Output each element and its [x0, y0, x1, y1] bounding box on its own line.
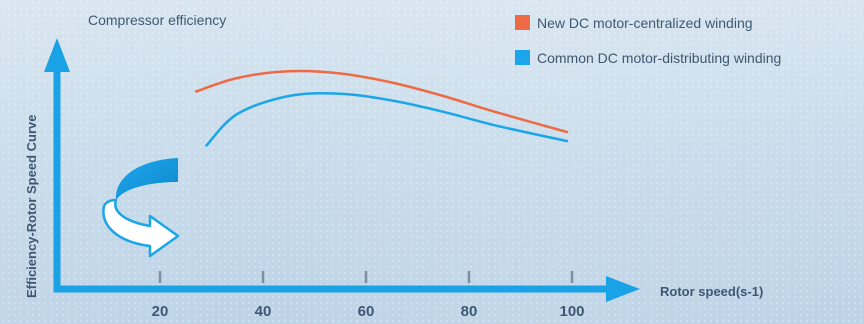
chart-title: Compressor efficiency — [88, 12, 226, 28]
axes — [44, 38, 640, 302]
x-tick-label-80: 80 — [461, 303, 478, 320]
curved-arrow-icon — [102, 158, 180, 258]
x-axis-label: Rotor speed(s-1) — [660, 284, 763, 299]
x-tick-label-20: 20 — [152, 303, 169, 320]
series-line-common-dc-distributing — [205, 91, 569, 147]
x-axis-arrowhead — [606, 276, 640, 302]
legend: New DC motor-centralized winding Common … — [515, 15, 781, 66]
x-tick-label-40: 40 — [255, 303, 272, 320]
legend-label-common-dc: Common DC motor-distributing winding — [537, 50, 781, 66]
series-line-new-dc-centralized — [194, 69, 569, 134]
legend-swatch-common-dc — [515, 50, 530, 65]
x-ticks: 20 40 60 80 100 — [152, 271, 585, 320]
legend-swatch-new-dc — [515, 15, 530, 30]
x-tick-label-60: 60 — [358, 303, 375, 320]
y-axis-label: Efficiency-Rotor Speed Curve — [24, 115, 39, 299]
x-tick-label-100: 100 — [559, 303, 584, 320]
y-axis-arrowhead — [44, 38, 70, 72]
legend-label-new-dc: New DC motor-centralized winding — [537, 15, 753, 31]
series-layer — [194, 69, 569, 147]
